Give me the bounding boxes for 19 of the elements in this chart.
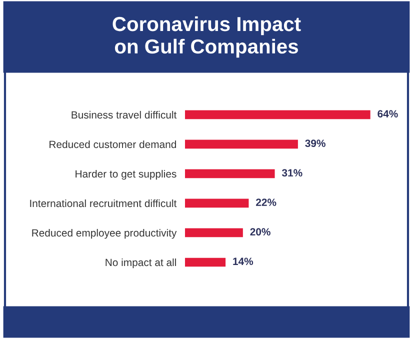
bar <box>185 140 298 149</box>
y-tick-label: International recruitment difficult <box>30 199 177 208</box>
bar <box>185 258 226 267</box>
chart-title: Coronavirus Impact on Gulf Companies <box>112 16 301 58</box>
y-tick-label: No impact at all <box>106 258 176 268</box>
bar <box>185 198 249 208</box>
data-label: 20% <box>250 228 270 236</box>
bar <box>185 110 370 120</box>
data-label: 64% <box>378 110 398 118</box>
y-tick-label: Harder to get supplies <box>76 170 176 180</box>
data-label: 14% <box>233 258 254 266</box>
y-tick-label: Reduced employee productivity <box>32 228 177 239</box>
data-label: 22% <box>256 198 276 206</box>
y-tick-label: Reduced customer demand <box>50 140 176 148</box>
y-tick-label: Business travel difficult <box>72 110 177 119</box>
data-label: 31% <box>282 169 302 177</box>
data-label: 39% <box>305 140 326 148</box>
bar <box>185 228 243 238</box>
bar <box>185 169 275 178</box>
